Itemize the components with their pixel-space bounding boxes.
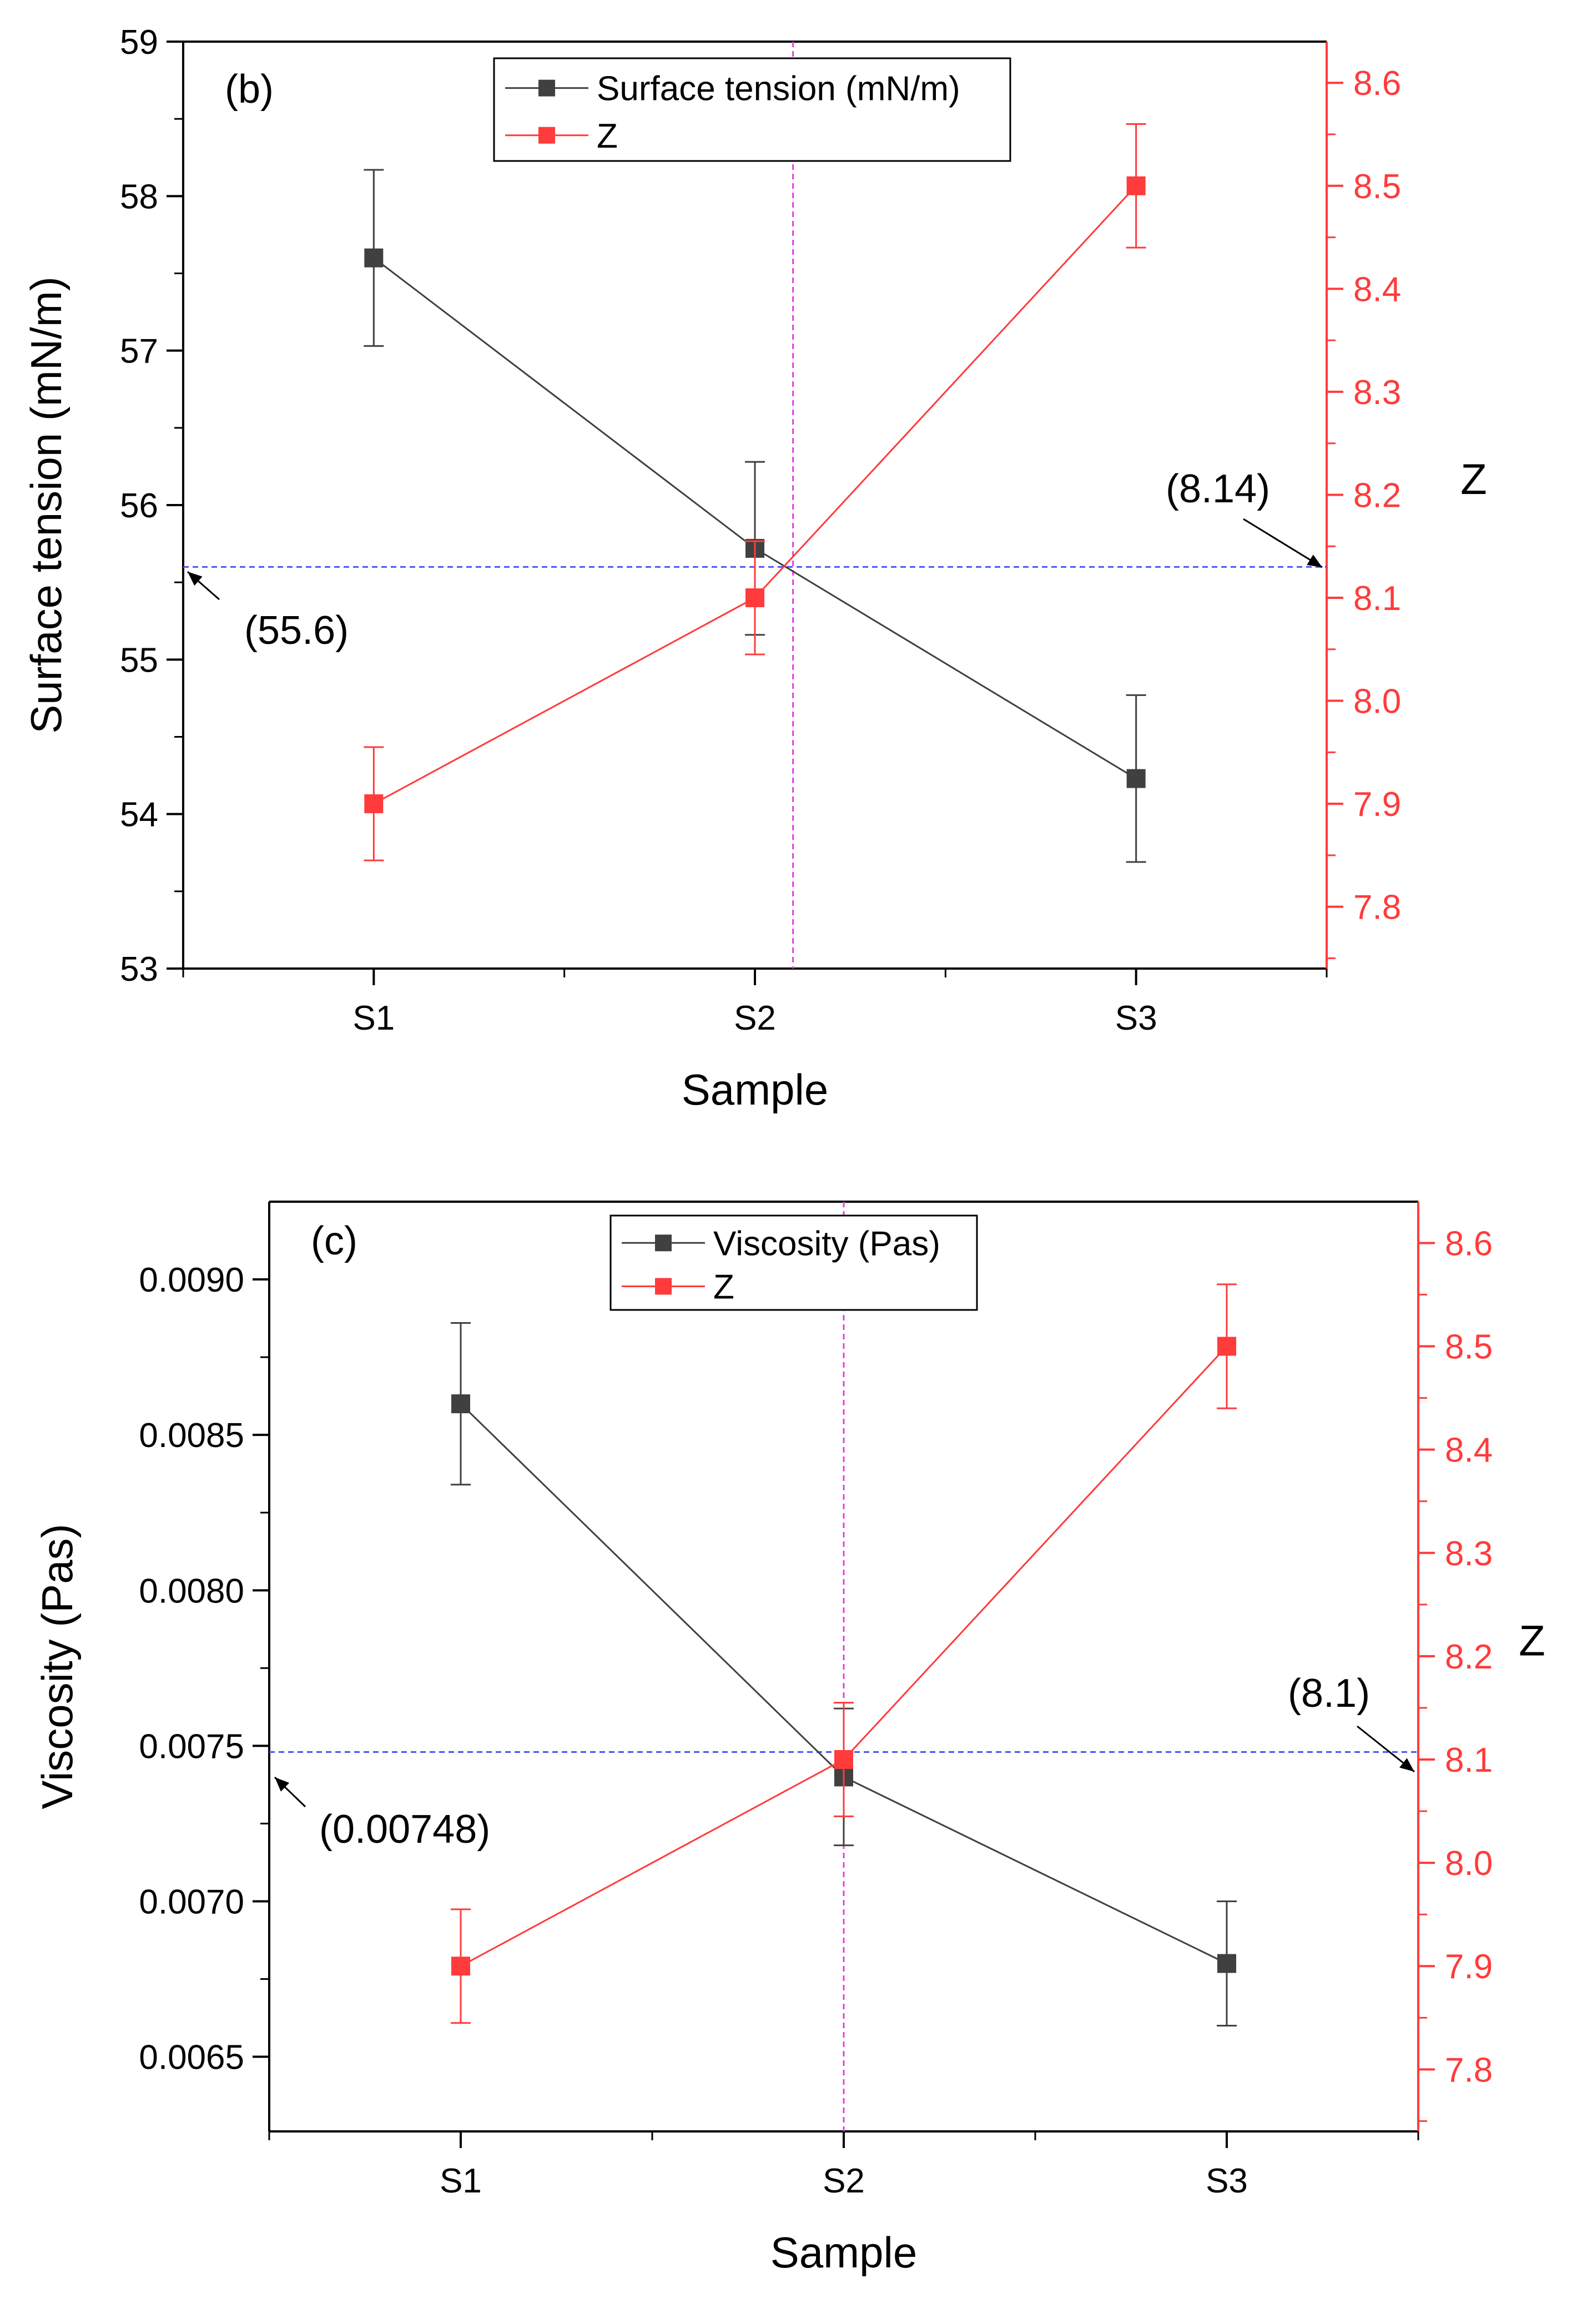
- data-point-left: [1217, 1954, 1236, 1973]
- annotation-left: (55.6): [244, 608, 349, 653]
- legend-box: [493, 57, 1011, 162]
- right-tick-label: 7.9: [1353, 785, 1401, 824]
- right-tick-label: 8.5: [1445, 1328, 1493, 1367]
- x-tick-label: S3: [1206, 2162, 1248, 2200]
- left-tick-label: 59: [120, 23, 158, 62]
- data-point-z: [451, 1957, 470, 1976]
- legend: Surface tension (mN/m) Z: [493, 57, 1011, 162]
- data-point-left: [1126, 769, 1146, 788]
- chart-panel-c: 0.0065 0.0070 0.0075 0.0080 0.0085 0.0090 7.8 7…: [33, 1201, 1545, 2277]
- annotation-left: (0.00748): [319, 1807, 490, 1852]
- left-tick-label: 0.0080: [139, 1572, 244, 1610]
- legend-label: Surface tension (mN/m): [597, 70, 960, 108]
- left-y-axis-title: Viscosity (Pas): [33, 1524, 82, 1809]
- legend-label: Z: [713, 1268, 734, 1307]
- left-y-axis-title: Surface tension (mN/m): [22, 276, 70, 734]
- left-tick-label: 0.0070: [139, 1883, 244, 1921]
- right-tick-label: 8.4: [1445, 1431, 1493, 1470]
- annotation-right: (8.1): [1288, 1671, 1370, 1716]
- left-tick-label: 0.0065: [139, 2039, 244, 2077]
- right-tick-label: 8.4: [1353, 270, 1401, 309]
- chart-panel-b: 53 54 55 56 57 58 59 7.8 7.9 8.0 8.1 8.2 8.3 8.4 8.5 8.…: [22, 23, 1487, 1114]
- right-tick-label: 8.2: [1445, 1638, 1493, 1676]
- arrow-head: [1307, 554, 1322, 567]
- right-tick-label: 8.6: [1445, 1224, 1493, 1263]
- right-tick-label: 8.1: [1445, 1741, 1493, 1779]
- legend-label: Z: [597, 117, 618, 155]
- annotation-arrow-right: [1243, 518, 1323, 568]
- x-axis-title: Sample: [770, 2228, 917, 2277]
- x-axis-title: Sample: [682, 1065, 828, 1114]
- legend-swatch-marker: [655, 1234, 672, 1252]
- panel-label: (b): [225, 67, 274, 112]
- data-point-z: [364, 794, 384, 814]
- legend-swatch-marker: [655, 1278, 672, 1295]
- legend: Viscosity (Pas) Z: [609, 1214, 978, 1311]
- x-tick-label: S1: [440, 2162, 482, 2200]
- left-tick-label: 53: [120, 950, 158, 989]
- left-tick-label: 0.0075: [139, 1727, 244, 1766]
- annotation-right: (8.14): [1166, 467, 1270, 511]
- x-tick-label: S2: [823, 2162, 865, 2200]
- data-point-left: [364, 248, 384, 268]
- data-point-z: [1126, 176, 1146, 195]
- legend-label: Viscosity (Pas): [713, 1224, 940, 1263]
- legend-swatch-marker: [538, 79, 555, 97]
- data-point-z: [1217, 1337, 1236, 1356]
- x-tick-label: S1: [352, 999, 395, 1037]
- x-tick-label: S2: [734, 999, 776, 1037]
- data-point-z: [745, 588, 764, 607]
- legend-swatch-marker: [538, 127, 555, 144]
- right-tick-label: 8.3: [1445, 1535, 1493, 1573]
- right-tick-label: 8.1: [1353, 579, 1401, 618]
- right-tick-label: 7.8: [1445, 2051, 1493, 2089]
- right-tick-label: 7.9: [1445, 1948, 1493, 1986]
- right-tick-label: 8.6: [1353, 64, 1401, 103]
- right-tick-label: 8.0: [1353, 683, 1401, 721]
- right-tick-label: 8.2: [1353, 476, 1401, 515]
- arrow-head: [1399, 1758, 1414, 1772]
- right-tick-label: 8.5: [1353, 168, 1401, 206]
- left-tick-label: 54: [120, 796, 158, 834]
- arrow-head: [275, 1777, 290, 1792]
- left-tick-label: 0.0090: [139, 1261, 244, 1299]
- left-tick-label: 57: [120, 332, 158, 371]
- left-tick-label: 56: [120, 487, 158, 525]
- right-tick-label: 7.8: [1353, 889, 1401, 927]
- left-tick-label: 55: [120, 641, 158, 679]
- panel-label: (c): [311, 1219, 357, 1263]
- data-point-z: [834, 1750, 853, 1769]
- left-tick-label: 58: [120, 178, 158, 216]
- x-tick-label: S3: [1115, 999, 1157, 1037]
- left-tick-label: 0.0085: [139, 1416, 244, 1455]
- right-tick-label: 8.0: [1445, 1844, 1493, 1883]
- right-y-axis-title: Z: [1519, 1616, 1545, 1665]
- right-tick-label: 8.3: [1353, 374, 1401, 412]
- data-point-left: [451, 1394, 470, 1414]
- arrow-head: [188, 572, 203, 586]
- right-y-axis-title: Z: [1460, 455, 1487, 503]
